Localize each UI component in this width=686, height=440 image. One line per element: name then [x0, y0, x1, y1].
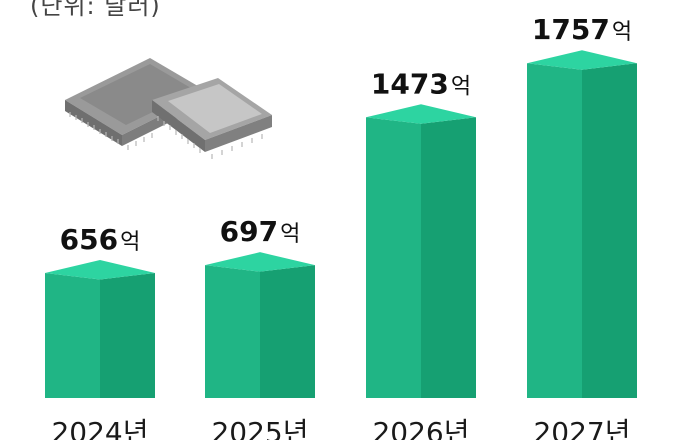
bar-side-face: [260, 265, 315, 398]
bar-top-face: [205, 252, 315, 272]
bar-value-number: 656: [60, 223, 118, 256]
bar-2024년: [45, 259, 155, 398]
bar-front-face: [45, 272, 100, 398]
bar-value-number: 1757: [532, 13, 610, 46]
unit-note: (단위: 달러): [30, 0, 161, 20]
bar-top-face: [366, 104, 476, 124]
x-tick-label: 2027년: [533, 416, 630, 440]
bar-side-face: [582, 63, 637, 399]
bar-value-label: 1757억: [532, 13, 632, 46]
bar-value-unit: 억: [280, 222, 300, 247]
bar-front-face: [205, 265, 260, 398]
bar-value-unit: 억: [451, 74, 471, 99]
bar-2027년: [527, 50, 637, 399]
x-tick-label: 2026년: [372, 416, 469, 440]
bar-value-label: 656억: [60, 223, 141, 256]
bar-value-number: 697: [220, 215, 278, 248]
chip-illustration-icon: [65, 58, 272, 159]
bar-side-face: [100, 272, 155, 398]
bar-value-unit: 억: [120, 230, 140, 255]
bar-2025년: [205, 252, 315, 398]
bar-value-unit: 억: [612, 20, 632, 45]
bar-top-face: [527, 50, 637, 70]
x-tick-label: 2024년: [51, 416, 148, 440]
bar-value-label: 1473억: [371, 67, 471, 100]
bar-top-face: [45, 259, 155, 280]
bar-front-face: [366, 117, 421, 398]
x-tick-label: 2025년: [211, 416, 308, 440]
bar-value-label: 697억: [220, 215, 301, 248]
bar-front-face: [527, 63, 582, 399]
bar-value-number: 1473: [371, 67, 449, 100]
bar-2026년: [366, 104, 476, 398]
bar-side-face: [421, 117, 476, 398]
